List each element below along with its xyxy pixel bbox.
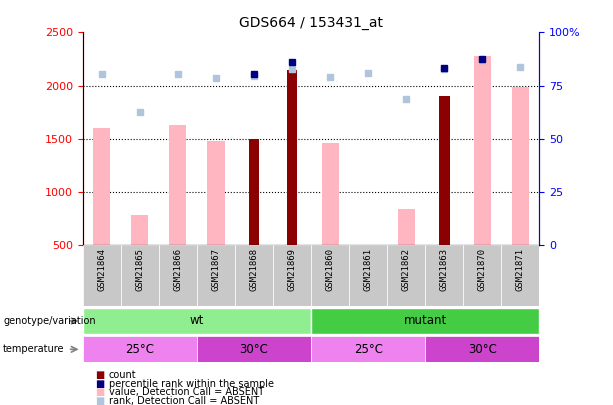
- Text: ■: ■: [95, 396, 104, 405]
- Text: temperature: temperature: [3, 344, 64, 354]
- Text: value, Detection Call = ABSENT: value, Detection Call = ABSENT: [109, 388, 264, 397]
- Bar: [207, 141, 224, 245]
- Text: GSM21864: GSM21864: [97, 248, 106, 291]
- Bar: [249, 139, 259, 245]
- Bar: [235, 245, 273, 306]
- Bar: [83, 245, 121, 306]
- Text: 30°C: 30°C: [468, 343, 497, 356]
- Bar: [93, 128, 110, 245]
- Bar: [83, 336, 197, 362]
- Text: 30°C: 30°C: [240, 343, 268, 356]
- Text: GSM21871: GSM21871: [516, 248, 525, 291]
- Text: GSM21866: GSM21866: [173, 248, 183, 291]
- Bar: [311, 336, 425, 362]
- Text: GSM21862: GSM21862: [402, 248, 411, 291]
- Text: GSM21865: GSM21865: [135, 248, 144, 291]
- Bar: [501, 245, 539, 306]
- Text: ■: ■: [95, 388, 104, 397]
- Text: percentile rank within the sample: percentile rank within the sample: [109, 379, 273, 388]
- Text: GSM21868: GSM21868: [249, 248, 259, 291]
- Bar: [311, 308, 539, 334]
- Bar: [169, 125, 186, 245]
- Bar: [311, 245, 349, 306]
- Bar: [512, 87, 529, 245]
- Text: 25°C: 25°C: [354, 343, 383, 356]
- Bar: [425, 245, 463, 306]
- Bar: [387, 245, 425, 306]
- Text: GSM21869: GSM21869: [287, 248, 297, 291]
- Bar: [439, 96, 449, 245]
- Text: 25°C: 25°C: [125, 343, 154, 356]
- Bar: [398, 209, 415, 245]
- Text: GSM21870: GSM21870: [478, 248, 487, 291]
- Text: GSM21867: GSM21867: [211, 248, 221, 291]
- Text: ■: ■: [95, 370, 104, 379]
- Bar: [287, 70, 297, 245]
- Bar: [159, 245, 197, 306]
- Bar: [463, 245, 501, 306]
- Text: GSM21861: GSM21861: [364, 248, 373, 291]
- Title: GDS664 / 153431_at: GDS664 / 153431_at: [239, 16, 383, 30]
- Text: ■: ■: [95, 379, 104, 388]
- Bar: [197, 336, 311, 362]
- Bar: [425, 336, 539, 362]
- Text: GSM21863: GSM21863: [440, 248, 449, 291]
- Bar: [322, 143, 339, 245]
- Bar: [349, 245, 387, 306]
- Text: mutant: mutant: [403, 314, 447, 328]
- Bar: [197, 245, 235, 306]
- Text: rank, Detection Call = ABSENT: rank, Detection Call = ABSENT: [109, 396, 259, 405]
- Text: wt: wt: [190, 314, 204, 328]
- Text: count: count: [109, 370, 136, 379]
- Text: genotype/variation: genotype/variation: [3, 316, 96, 326]
- Bar: [131, 215, 148, 245]
- Text: GSM21860: GSM21860: [326, 248, 335, 291]
- Bar: [83, 308, 311, 334]
- Bar: [273, 245, 311, 306]
- Bar: [474, 56, 491, 245]
- Bar: [121, 245, 159, 306]
